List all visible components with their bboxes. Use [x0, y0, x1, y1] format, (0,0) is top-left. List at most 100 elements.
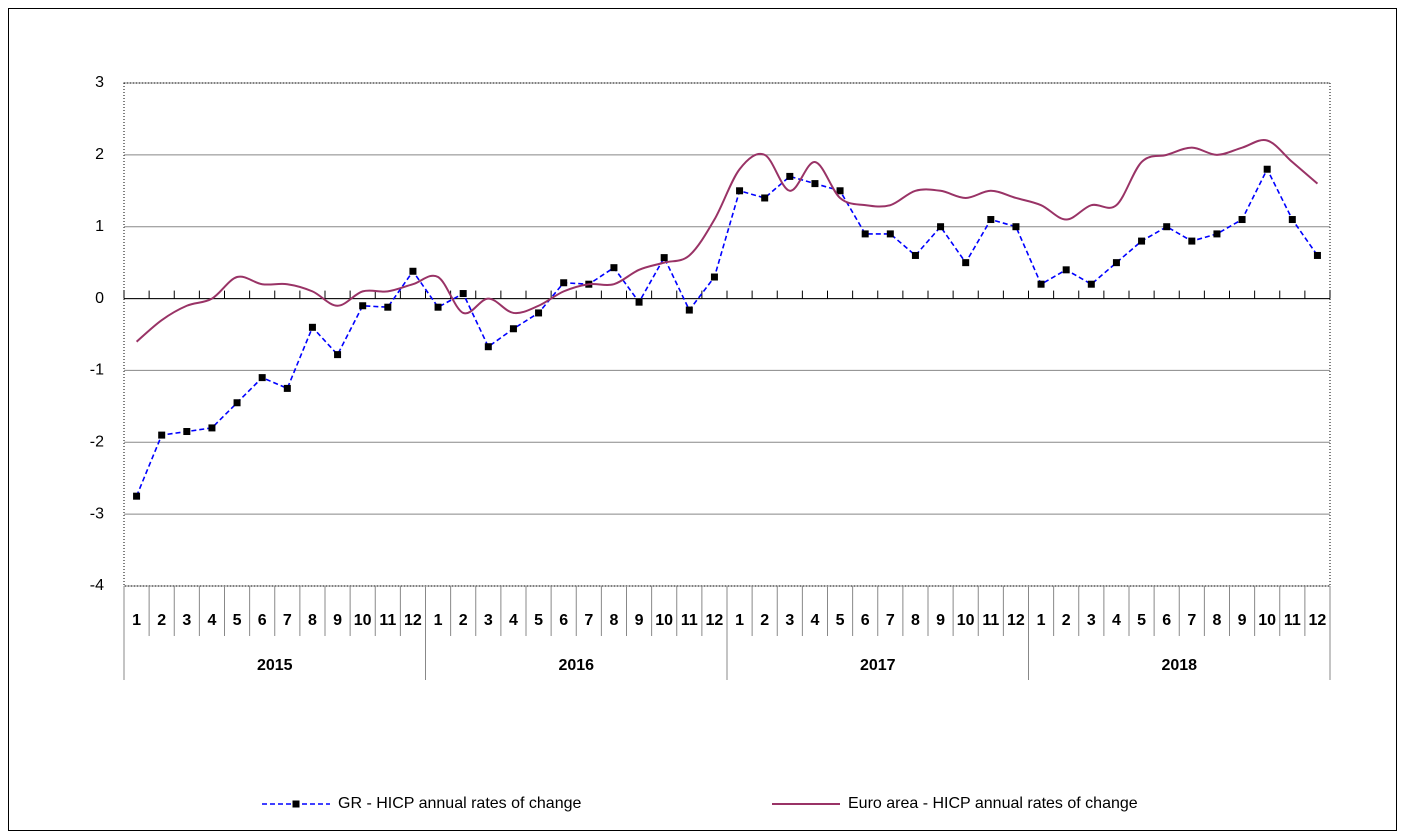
- point-marker: [861, 230, 869, 238]
- point-marker: [334, 351, 342, 359]
- x-tick-label: 7: [283, 612, 292, 629]
- y-tick-label: -1: [90, 362, 104, 379]
- x-tick-label: 2: [1062, 612, 1071, 629]
- point-marker: [484, 343, 492, 351]
- point-marker: [1062, 266, 1070, 274]
- x-tick-label: 9: [936, 612, 945, 629]
- point-marker: [283, 384, 291, 392]
- point-marker: [509, 325, 517, 333]
- x-tick-label: 3: [182, 612, 191, 629]
- point-marker: [158, 431, 166, 439]
- point-marker: [710, 273, 718, 281]
- point-marker: [1213, 230, 1221, 238]
- point-marker: [233, 399, 241, 407]
- x-tick-label: 8: [911, 612, 920, 629]
- x-tick-label: 7: [886, 612, 895, 629]
- chart-frame: [8, 8, 1397, 831]
- x-tick-label: 1: [132, 612, 141, 629]
- point-marker: [359, 302, 367, 310]
- point-marker: [133, 492, 141, 500]
- point-marker: [1037, 280, 1045, 288]
- point-marker: [1163, 223, 1171, 231]
- point-marker: [183, 428, 191, 436]
- x-tick-label: 12: [1309, 612, 1327, 629]
- point-marker: [1288, 216, 1296, 224]
- x-tick-label: 12: [706, 612, 724, 629]
- x-tick-label: 2: [760, 612, 769, 629]
- point-marker: [811, 180, 819, 188]
- y-tick-label: 1: [95, 218, 104, 235]
- x-tick-label: 6: [559, 612, 568, 629]
- x-tick-label: 1: [434, 612, 443, 629]
- y-tick-label: -3: [90, 505, 104, 522]
- point-marker: [786, 172, 794, 180]
- point-marker: [459, 290, 467, 298]
- y-tick-label: 3: [95, 74, 104, 91]
- point-marker: [384, 303, 392, 311]
- point-marker: [1313, 251, 1321, 259]
- x-tick-label: 10: [957, 612, 975, 629]
- series-line: [135, 167, 1319, 497]
- y-tick-label: 2: [95, 146, 104, 163]
- x-tick-label: 8: [609, 612, 618, 629]
- x-tick-label: 4: [509, 612, 518, 629]
- x-tick-label: 10: [1258, 612, 1276, 629]
- x-tick-label: 4: [1112, 612, 1121, 629]
- x-tick-label: 6: [1162, 612, 1171, 629]
- x-tick-label: 11: [379, 612, 396, 629]
- point-marker: [308, 323, 316, 331]
- point-marker: [1012, 223, 1020, 231]
- x-tick-label: 10: [655, 612, 673, 629]
- point-marker: [937, 223, 945, 231]
- y-tick-label: -2: [90, 434, 104, 451]
- point-marker: [535, 309, 543, 317]
- x-tick-label: 3: [484, 612, 493, 629]
- point-marker: [434, 303, 442, 311]
- point-marker: [836, 187, 844, 195]
- x-tick-label: 9: [1238, 612, 1247, 629]
- x-tick-label: 5: [1137, 612, 1146, 629]
- group-label: 2015: [257, 657, 293, 674]
- point-marker: [635, 298, 643, 306]
- x-tick-label: 8: [1212, 612, 1221, 629]
- x-tick-label: 11: [1284, 612, 1301, 629]
- x-tick-label: 2: [157, 612, 166, 629]
- y-tick-label: -4: [90, 577, 104, 594]
- point-marker: [258, 374, 266, 382]
- x-tick-label: 5: [534, 612, 543, 629]
- x-tick-label: 5: [836, 612, 845, 629]
- y-tick-label: 0: [95, 290, 104, 307]
- point-marker: [610, 264, 618, 272]
- point-marker: [208, 424, 216, 432]
- point-marker: [736, 187, 744, 195]
- legend-marker: [292, 800, 300, 808]
- x-tick-label: 11: [982, 612, 999, 629]
- x-tick-label: 3: [785, 612, 794, 629]
- x-tick-label: 9: [635, 612, 644, 629]
- point-marker: [685, 306, 693, 314]
- x-tick-label: 8: [308, 612, 317, 629]
- point-marker: [1263, 165, 1271, 173]
- legend-label: GR - HICP annual rates of change: [338, 795, 581, 812]
- point-marker: [660, 254, 668, 262]
- x-tick-label: 5: [233, 612, 242, 629]
- point-marker: [886, 230, 894, 238]
- x-tick-label: 6: [258, 612, 267, 629]
- x-tick-label: 10: [354, 612, 372, 629]
- x-tick-label: 1: [735, 612, 744, 629]
- group-label: 2018: [1161, 657, 1197, 674]
- x-tick-label: 7: [584, 612, 593, 629]
- series-line: [135, 139, 1319, 343]
- x-tick-label: 1: [1037, 612, 1046, 629]
- x-tick-label: 3: [1087, 612, 1096, 629]
- plot-border: [123, 82, 1331, 587]
- legend-label: Euro area - HICP annual rates of change: [848, 795, 1138, 812]
- x-tick-label: 4: [207, 612, 216, 629]
- x-tick-label: 12: [404, 612, 422, 629]
- x-tick-label: 4: [810, 612, 819, 629]
- x-tick-label: 12: [1007, 612, 1025, 629]
- point-marker: [560, 279, 568, 287]
- point-marker: [1112, 259, 1120, 267]
